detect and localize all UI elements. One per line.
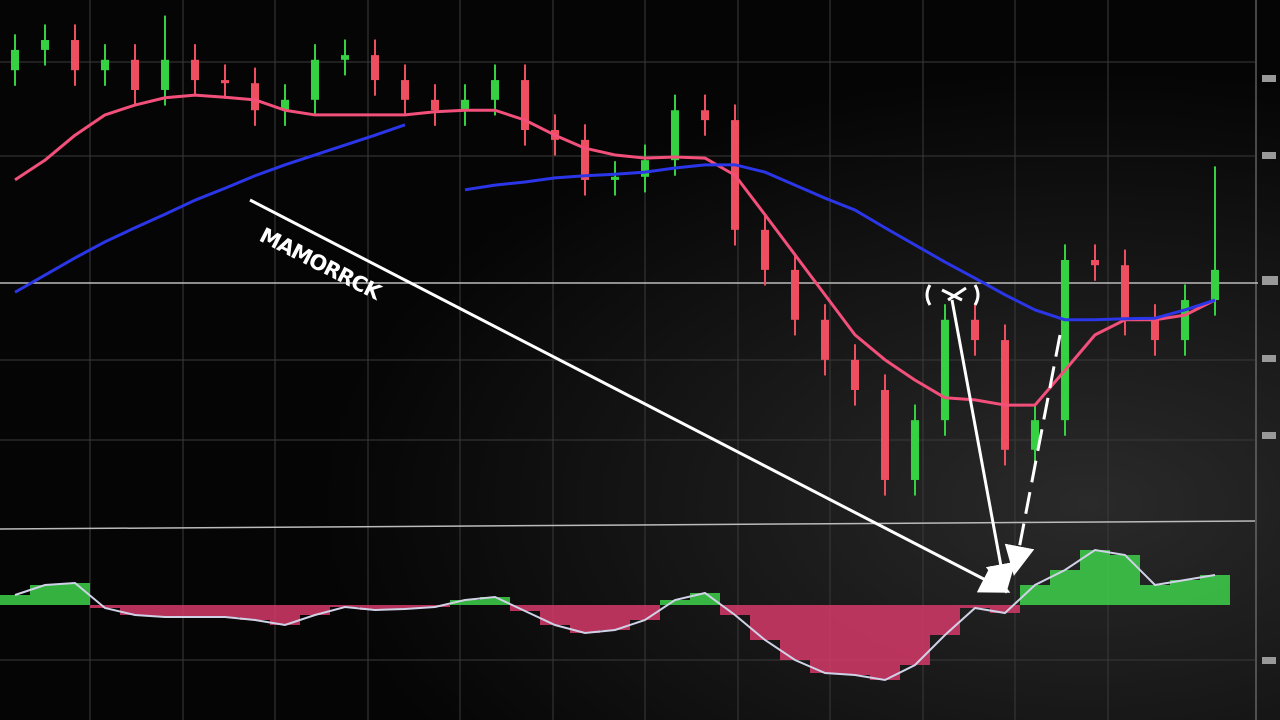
histogram-bar: [90, 605, 120, 608]
histogram-bar: [180, 605, 210, 617]
candle-body: [41, 40, 49, 50]
candle-body: [941, 319, 949, 421]
candle-body: [371, 55, 379, 81]
histogram-bar: [390, 605, 420, 609]
histogram-bar: [1140, 585, 1170, 605]
candle-body: [431, 99, 439, 111]
histogram-bar: [780, 605, 810, 660]
candle-body: [191, 59, 199, 81]
histogram-bar: [30, 585, 60, 605]
histogram-bar: [840, 605, 870, 675]
bracket-mark: [925, 284, 980, 306]
candle-body: [701, 110, 709, 121]
histogram-bar: [1200, 575, 1230, 605]
histogram-bar: [900, 605, 930, 665]
histogram-bar: [210, 605, 240, 617]
histogram-bar: [1020, 585, 1050, 605]
candle-body: [1001, 340, 1009, 450]
panel-separator: [0, 520, 1256, 530]
candle-body: [641, 160, 649, 177]
histogram-bar: [510, 605, 540, 611]
candle-body: [1121, 265, 1129, 320]
candle-body: [71, 40, 79, 71]
histogram-bar: [480, 597, 510, 605]
histogram-bar: [120, 605, 150, 615]
candle-body: [251, 83, 259, 111]
histogram-bar: [810, 605, 840, 673]
candle-body: [401, 80, 409, 100]
candle-body: [971, 319, 979, 341]
histogram-bar: [540, 605, 570, 625]
candle-body: [491, 80, 499, 100]
candle-body: [161, 59, 169, 90]
dashed-arrow: [1004, 334, 1062, 576]
histogram-bar: [1170, 580, 1200, 605]
histogram-bar: [750, 605, 780, 640]
histogram-bar: [990, 605, 1020, 613]
candle-body: [851, 359, 859, 390]
candle-body: [11, 49, 19, 71]
candle-body: [1031, 420, 1039, 450]
candle-body: [101, 59, 109, 71]
histogram-bar: [1110, 555, 1140, 605]
candle-body: [221, 80, 229, 84]
candle-body: [341, 55, 349, 60]
candle-body: [881, 390, 889, 480]
moving-average: [14, 123, 1216, 322]
candle-body: [521, 80, 529, 130]
histogram-bar: [1080, 550, 1110, 605]
candle-body: [311, 59, 319, 100]
candle-body: [1091, 260, 1099, 266]
plot-area: [0, 15, 1230, 682]
histogram-bar: [690, 593, 720, 605]
histogram-bar: [630, 605, 660, 620]
histogram-bar: [270, 605, 300, 625]
histogram-bar: [240, 605, 270, 620]
histogram-bar: [60, 583, 90, 605]
candle-body: [461, 99, 469, 111]
moving-average: [14, 93, 1216, 407]
histogram-bar: [570, 605, 600, 633]
histogram-bar: [660, 600, 690, 605]
candle-body: [281, 99, 289, 111]
histogram-bar: [360, 605, 390, 610]
axis-glyphs: [1262, 75, 1278, 664]
histogram-bar: [450, 600, 480, 605]
histogram-bar: [870, 605, 900, 680]
histogram-bar: [150, 605, 180, 617]
candle-body: [611, 176, 619, 180]
histogram-bar: [0, 595, 30, 605]
histogram-bar: [720, 605, 750, 615]
candle-body: [1211, 269, 1219, 301]
candle-body: [761, 229, 769, 270]
arrow: [950, 299, 1016, 594]
oscillator-outline: [14, 548, 1216, 682]
candle-body: [131, 59, 139, 90]
candle-body: [1151, 319, 1159, 341]
candle-body: [1181, 300, 1189, 341]
candle-body: [581, 139, 589, 180]
arrow: [249, 198, 1011, 593]
histogram-bar: [930, 605, 960, 635]
histogram-bar: [960, 605, 990, 608]
candle-body: [821, 319, 829, 360]
candle-body: [791, 269, 799, 320]
candle-body: [911, 420, 919, 480]
histogram-bar: [300, 605, 330, 615]
oscillator: [0, 548, 1230, 682]
candle-body: [1061, 260, 1069, 421]
candle-body: [671, 110, 679, 161]
